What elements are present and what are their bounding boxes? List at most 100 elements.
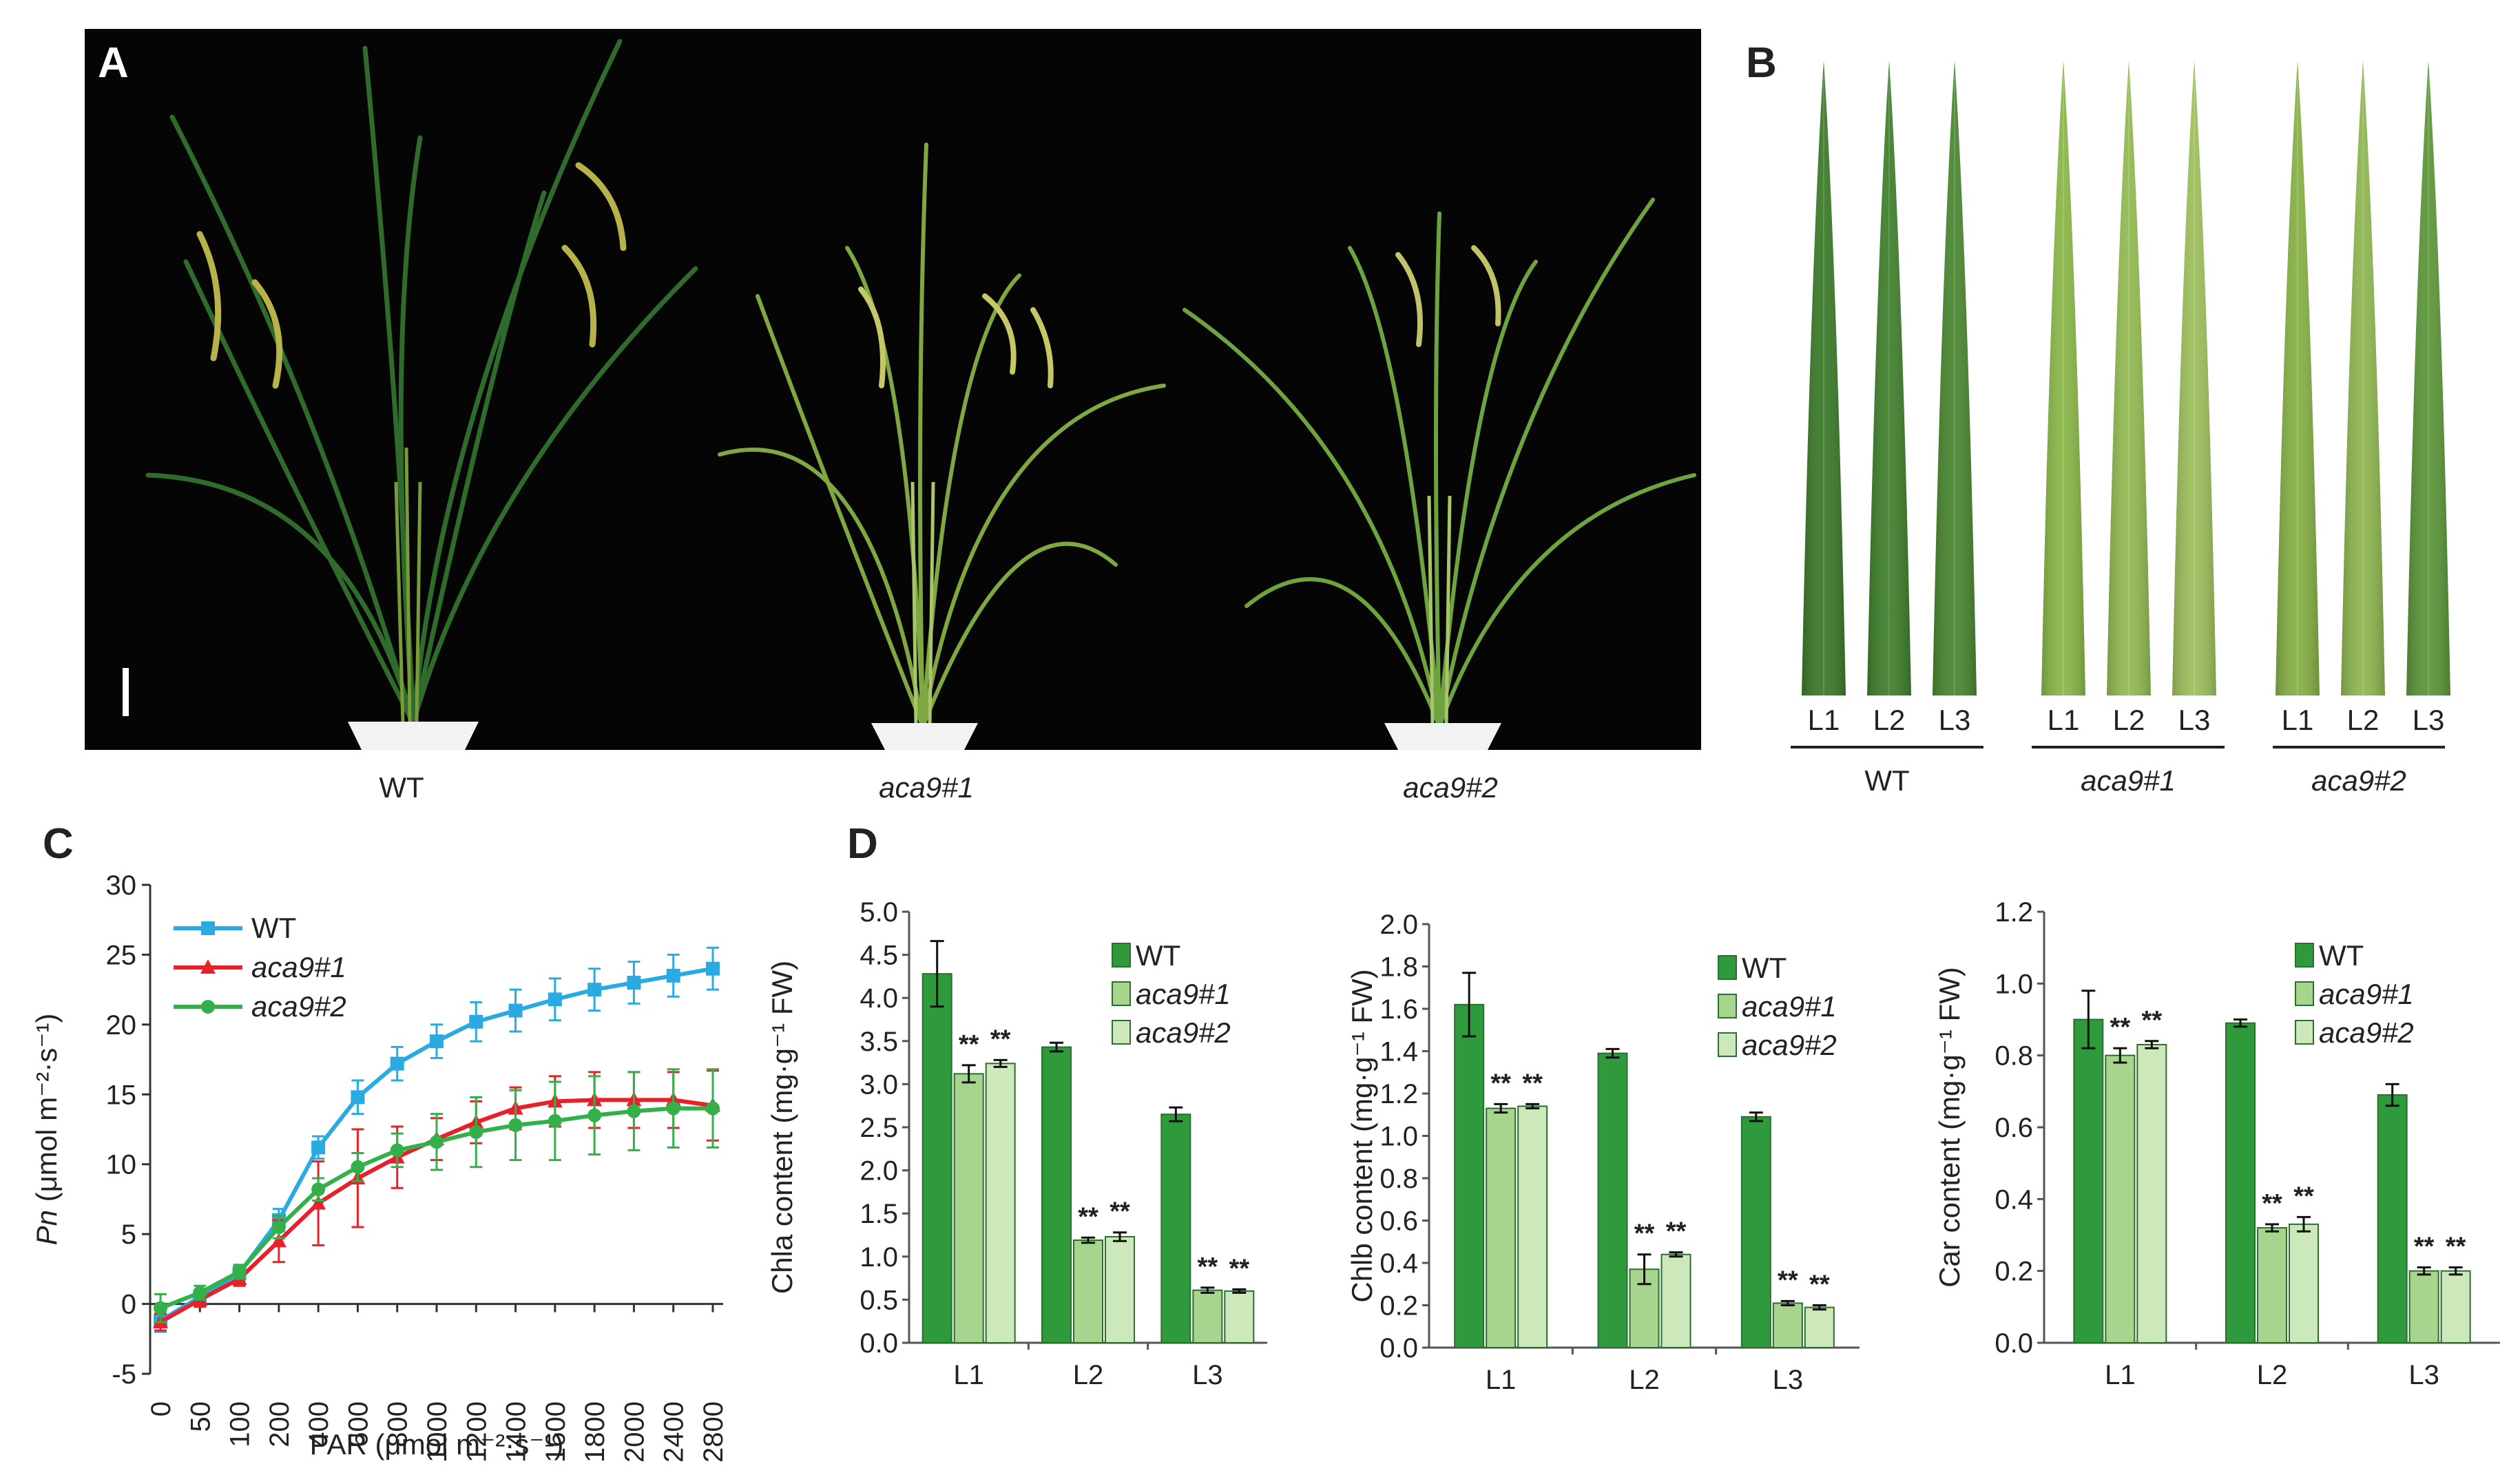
data-point xyxy=(351,1090,365,1105)
x-tick-label: 200 xyxy=(264,1401,295,1447)
data-point xyxy=(587,1108,602,1122)
x-tick-label: L3 xyxy=(1773,1365,1804,1395)
x-tick-label: L3 xyxy=(2408,1360,2439,1390)
legend-label: WT xyxy=(1136,939,1180,972)
bar-WT-L1 xyxy=(921,973,952,1344)
significance-mark: ** xyxy=(2414,1232,2435,1261)
bar-aca9-1-L1 xyxy=(2105,1054,2136,1343)
leaf-label: L2 xyxy=(2347,704,2380,736)
leaf-label: L3 xyxy=(1939,704,1971,736)
panel-a: A xyxy=(85,29,1701,804)
data-point xyxy=(587,983,602,997)
legend-label: aca9#1 xyxy=(2319,978,2414,1010)
x-tick-label: 800 xyxy=(383,1401,413,1447)
y-tick-label: 0.6 xyxy=(1379,1206,1418,1237)
y-tick-label: 5.0 xyxy=(860,897,898,928)
legend-swatch xyxy=(2295,943,2314,967)
bar-WT-L3 xyxy=(2377,1094,2408,1344)
leaf-label: L2 xyxy=(2113,704,2145,736)
y-tick-label: 0.4 xyxy=(1995,1184,2033,1215)
data-point xyxy=(627,976,641,990)
data-point xyxy=(548,992,562,1007)
data-point xyxy=(469,1125,483,1140)
legend-label: aca9#2 xyxy=(251,990,346,1023)
y-tick-label: 10 xyxy=(106,1150,137,1180)
significance-mark: ** xyxy=(1634,1220,1655,1248)
significance-mark: ** xyxy=(1198,1253,1218,1282)
x-tick-label: 2000 xyxy=(619,1401,649,1463)
legend-swatch xyxy=(1112,943,1131,967)
plant-aca9-2 xyxy=(1183,198,1696,750)
legend-label: aca9#1 xyxy=(1136,978,1231,1010)
y-tick-label: 1.2 xyxy=(1379,1079,1418,1109)
leaf-label: L1 xyxy=(2282,704,2314,736)
y-axis-title: Car content (mg·g⁻¹ FW) xyxy=(1933,967,1966,1288)
bar-WT-L2 xyxy=(1597,1052,1628,1348)
legend-label: WT xyxy=(1742,952,1787,984)
scale-bar xyxy=(123,668,129,716)
bar-aca9-1-L2 xyxy=(1073,1239,1103,1343)
y-tick-label: 0.6 xyxy=(1995,1113,2033,1143)
legend-swatch xyxy=(1718,1032,1737,1057)
x-tick-label: L1 xyxy=(2105,1360,2136,1390)
leaf-label: L1 xyxy=(1808,704,1840,736)
data-point xyxy=(508,1118,523,1132)
legend-label: aca9#1 xyxy=(1742,990,1837,1023)
y-tick-label: 0.0 xyxy=(1995,1328,2033,1359)
bar-aca9-2-L1 xyxy=(1517,1105,1548,1348)
bar-aca9-2-L3 xyxy=(2440,1270,2471,1343)
bar-aca9-2-L3 xyxy=(1804,1306,1835,1348)
data-point xyxy=(548,1113,562,1128)
significance-mark: ** xyxy=(959,1030,979,1059)
y-tick-label: 3.0 xyxy=(860,1069,898,1100)
data-point xyxy=(351,1160,365,1174)
y-tick-label: 1.5 xyxy=(860,1199,898,1229)
label-wt-a: WT xyxy=(379,771,424,804)
legend-marker xyxy=(200,959,216,974)
y-tick-label: 0.0 xyxy=(860,1328,898,1359)
y-tick-label: 1.4 xyxy=(1379,1037,1418,1067)
data-point xyxy=(706,1101,720,1116)
data-point xyxy=(706,961,720,976)
bar-aca9-1-L1 xyxy=(953,1073,984,1343)
y-axis-title-rest: (μmol m⁻²·s⁻¹) xyxy=(30,1014,63,1210)
bar-aca9-1-L3 xyxy=(2408,1270,2439,1343)
leaf-shade xyxy=(2341,61,2385,695)
bar-WT-L3 xyxy=(1740,1116,1771,1348)
y-tick-label: 1.6 xyxy=(1379,994,1418,1025)
y-tick-label: 1.8 xyxy=(1379,952,1418,983)
x-tick-label: 1800 xyxy=(580,1401,610,1463)
x-tick-label: 2400 xyxy=(659,1401,689,1463)
leaf-shade xyxy=(1867,61,1911,695)
leaf-labels: L1 L2 L3 L1 L2 L3 L1 L2 L3 xyxy=(1808,704,2445,736)
y-tick-label: 0 xyxy=(121,1290,136,1320)
data-point xyxy=(311,1195,326,1210)
data-point xyxy=(469,1014,483,1029)
y-tick-label: 0.8 xyxy=(1379,1164,1418,1194)
chart-c: -5 0 5 10 15 20 25 30 0 50 100 200 400 600 800 1000 1200… xyxy=(30,870,729,1463)
bar-aca9-1-L3 xyxy=(1192,1289,1223,1344)
x-tick-label: 400 xyxy=(304,1401,334,1447)
significance-mark: ** xyxy=(2293,1182,2314,1211)
legend-swatch xyxy=(2295,1020,2314,1045)
y-axis-title-italic: Pn xyxy=(30,1210,63,1245)
legend-swatch xyxy=(1718,955,1737,980)
x-tick-label: L3 xyxy=(1192,1360,1223,1390)
chart-d-car: 0.0 0.2 0.4 0.6 0.8 1.0 1.2 L1 ** ** L2 ** ** L3 ** ** W… xyxy=(1933,897,2500,1390)
x-tick-label: 0 xyxy=(146,1401,176,1416)
y-tick-label: 0.8 xyxy=(1995,1041,2033,1071)
significance-mark: ** xyxy=(2110,1013,2131,1042)
y-tick-label: 1.2 xyxy=(1995,897,2033,928)
leaf-shade xyxy=(2172,61,2216,695)
bar-WT-L1 xyxy=(1454,1003,1485,1348)
pot-wt xyxy=(348,722,479,750)
panel-d: D 0.0 0.5 1.0 1.5 2.0 2.5 3.0 3.5 4.0 4.5 5.0 L1 ** *… xyxy=(766,820,2500,1395)
y-axis-title: Pn (μmol m⁻²·s⁻¹) xyxy=(30,1014,63,1246)
legend-label: WT xyxy=(2319,939,2364,972)
legend-swatch xyxy=(1112,1020,1131,1045)
significance-mark: ** xyxy=(1229,1254,1250,1283)
y-axis-title: Chlb content (mg·g⁻¹ FW) xyxy=(1346,969,1378,1302)
pot-aca9-1 xyxy=(871,723,978,750)
leaf-shade xyxy=(1802,61,1846,695)
bar-WT-L2 xyxy=(1041,1046,1072,1343)
